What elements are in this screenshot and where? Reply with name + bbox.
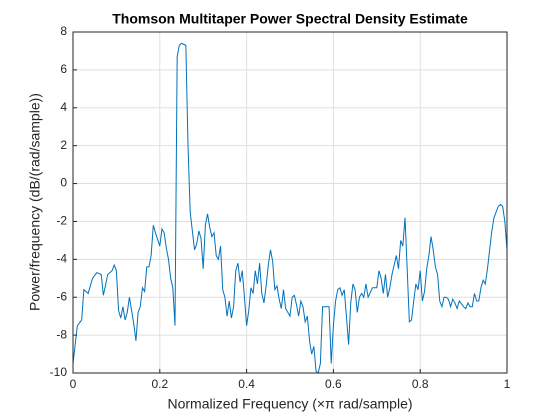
spectrum-line: [72, 42, 508, 374]
y-tick-label: 0: [60, 176, 67, 190]
y-tick-label: -6: [56, 289, 67, 303]
y-tick-label: -8: [56, 327, 67, 341]
y-tick-label: -10: [50, 365, 68, 379]
ticks: 0 0.2 0.4 0.6 0.8 1 -10 -8 -6 -4 -2 0 2 4 6 8: [50, 24, 511, 391]
plot: [72, 42, 508, 374]
x-axis-label: Normalized Frequency (×π rad/sample): [167, 396, 412, 412]
y-tick-label: -4: [56, 252, 67, 266]
y-tick-label: 2: [60, 138, 67, 152]
x-tick-label: 0.4: [238, 377, 255, 391]
x-tick-label: 0.8: [412, 377, 429, 391]
y-axis-label: Power/frequency (dB/(rad/sample)): [27, 93, 43, 311]
y-tick-label: 8: [60, 24, 67, 38]
y-tick-label: -2: [56, 214, 67, 228]
chart-title: Thomson Multitaper Power Spectral Densit…: [112, 11, 468, 27]
y-tick-label: 6: [60, 62, 67, 76]
x-tick-label: 0.2: [151, 377, 168, 391]
x-tick-label: 0.6: [325, 377, 342, 391]
x-tick-label: 0: [70, 377, 77, 391]
y-tick-label: 4: [60, 100, 67, 114]
x-tick-label: 1: [504, 377, 511, 391]
axes-box: [72, 31, 508, 374]
plot-area: [73, 32, 507, 373]
